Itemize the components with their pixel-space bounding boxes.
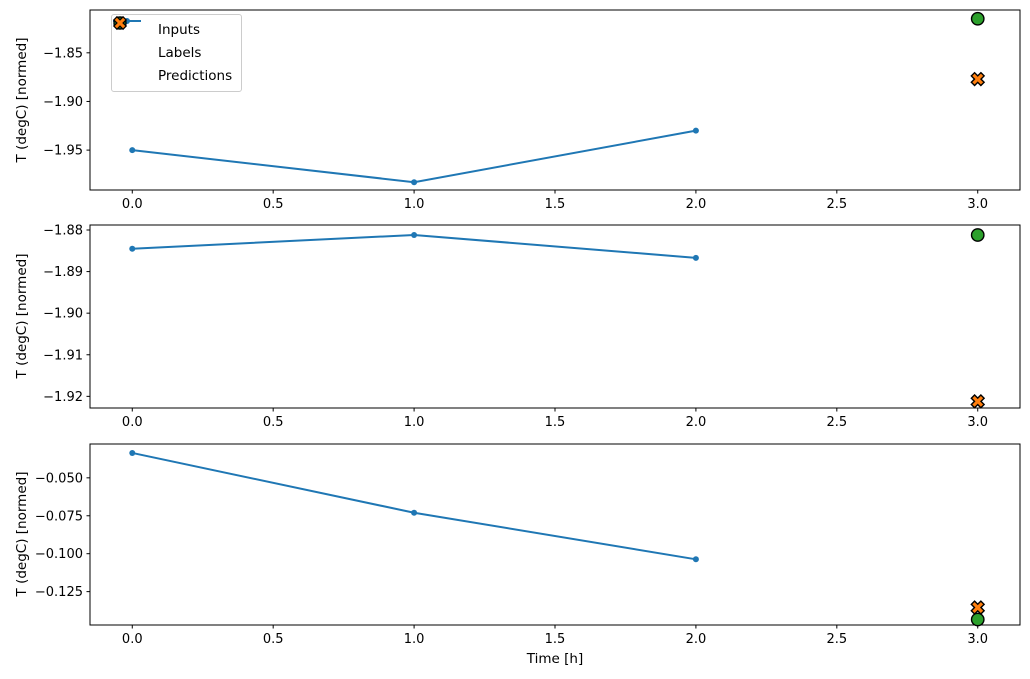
- subplot-3: 0.0 0.5 1.0 1.5 2.0 2.5 3.0 −0.050 −0.075 −0.100 −…: [35, 443, 1021, 647]
- y-tick-label: −1.89: [43, 265, 83, 280]
- legend: Inputs Labels Predictions: [111, 14, 243, 92]
- y-tick-label: −0.100: [35, 547, 83, 562]
- inputs-point-marker: [129, 245, 136, 252]
- legend-item-predictions: Predictions: [112, 15, 233, 85]
- x-tick-label: 0.0: [122, 632, 143, 647]
- subplot-2: 0.0 0.5 1.0 1.5 2.0 2.5 3.0 −1.88 −1.89 −1.90 −1.9…: [43, 223, 1021, 430]
- x-tick-label: 0.5: [263, 415, 284, 430]
- labels-marker: [970, 228, 985, 242]
- x-tick-label: 0.0: [122, 197, 143, 212]
- inputs-point-marker: [129, 147, 136, 154]
- x-tick-label: 0.5: [263, 632, 284, 647]
- y-axis-label-subplot-3: T (degC) [normed]: [14, 471, 30, 597]
- inputs-point-marker: [411, 179, 418, 186]
- x-tick-label: 0.5: [263, 197, 284, 212]
- labels-marker: [970, 11, 985, 26]
- y-tick-label: −0.075: [35, 509, 83, 524]
- x-tick-label: 2.5: [826, 632, 847, 647]
- x-axis-label: Time [h]: [526, 651, 584, 667]
- x-tick-label: 1.5: [545, 197, 566, 212]
- x-tick-label: 3.0: [967, 415, 988, 430]
- y-tick-label: −0.050: [35, 471, 83, 486]
- y-tick-label: −1.91: [43, 348, 83, 363]
- x-tick-label: 2.0: [686, 632, 707, 647]
- x-tick-label: 3.0: [967, 197, 988, 212]
- y-tick-label: −1.90: [43, 307, 83, 322]
- y-tick-label: −1.95: [43, 144, 83, 159]
- axes-frame: [89, 443, 1021, 626]
- y-tick-label: −1.92: [43, 390, 83, 405]
- inputs-point-marker: [692, 254, 699, 261]
- y-tick-label: −1.88: [43, 223, 83, 238]
- y-tick-label: −0.125: [35, 585, 83, 600]
- y-tick-label: −1.85: [43, 46, 83, 61]
- predictions-marker: [970, 600, 986, 615]
- x-tick-label: 2.0: [686, 415, 707, 430]
- labels-marker: [970, 612, 985, 627]
- inputs-point-marker: [411, 231, 418, 238]
- y-tick-label: −1.90: [43, 95, 83, 110]
- x-tick-label: 2.5: [826, 197, 847, 212]
- subplot-1: 0.0 0.5 1.0 1.5 2.0 2.5 3.0 −1.85 −1.90 −1.95: [43, 9, 1021, 212]
- x-tick-label: 1.0: [404, 197, 425, 212]
- inputs-point-marker: [692, 127, 699, 134]
- x-tick-label: 1.5: [545, 632, 566, 647]
- legend-item-inputs: Inputs: [113, 18, 232, 39]
- y-axis-label-subplot-2: T (degC) [normed]: [14, 253, 30, 379]
- x-tick-label: 0.0: [122, 415, 143, 430]
- axes-frame: [89, 224, 1021, 409]
- legend-item-labels: Labels: [113, 16, 232, 62]
- x-tick-label: 1.0: [404, 632, 425, 647]
- legend-label-inputs: Inputs: [158, 22, 200, 38]
- inputs-point-marker: [129, 449, 136, 456]
- y-axis-label-subplot-1: T (degC) [normed]: [14, 37, 30, 163]
- x-tick-label: 1.0: [404, 415, 425, 430]
- legend-label-predictions: Predictions: [158, 68, 233, 84]
- predictions-marker: [970, 393, 986, 409]
- inputs-point-marker: [411, 509, 418, 516]
- predictions-marker: [970, 71, 986, 87]
- axes-frame: [89, 9, 1021, 191]
- legend-label-labels: Labels: [158, 45, 202, 61]
- x-tick-label: 1.5: [545, 415, 566, 430]
- x-tick-label: 2.0: [686, 197, 707, 212]
- inputs-point-marker: [692, 556, 699, 563]
- x-tick-label: 2.5: [826, 415, 847, 430]
- x-tick-label: 3.0: [967, 632, 988, 647]
